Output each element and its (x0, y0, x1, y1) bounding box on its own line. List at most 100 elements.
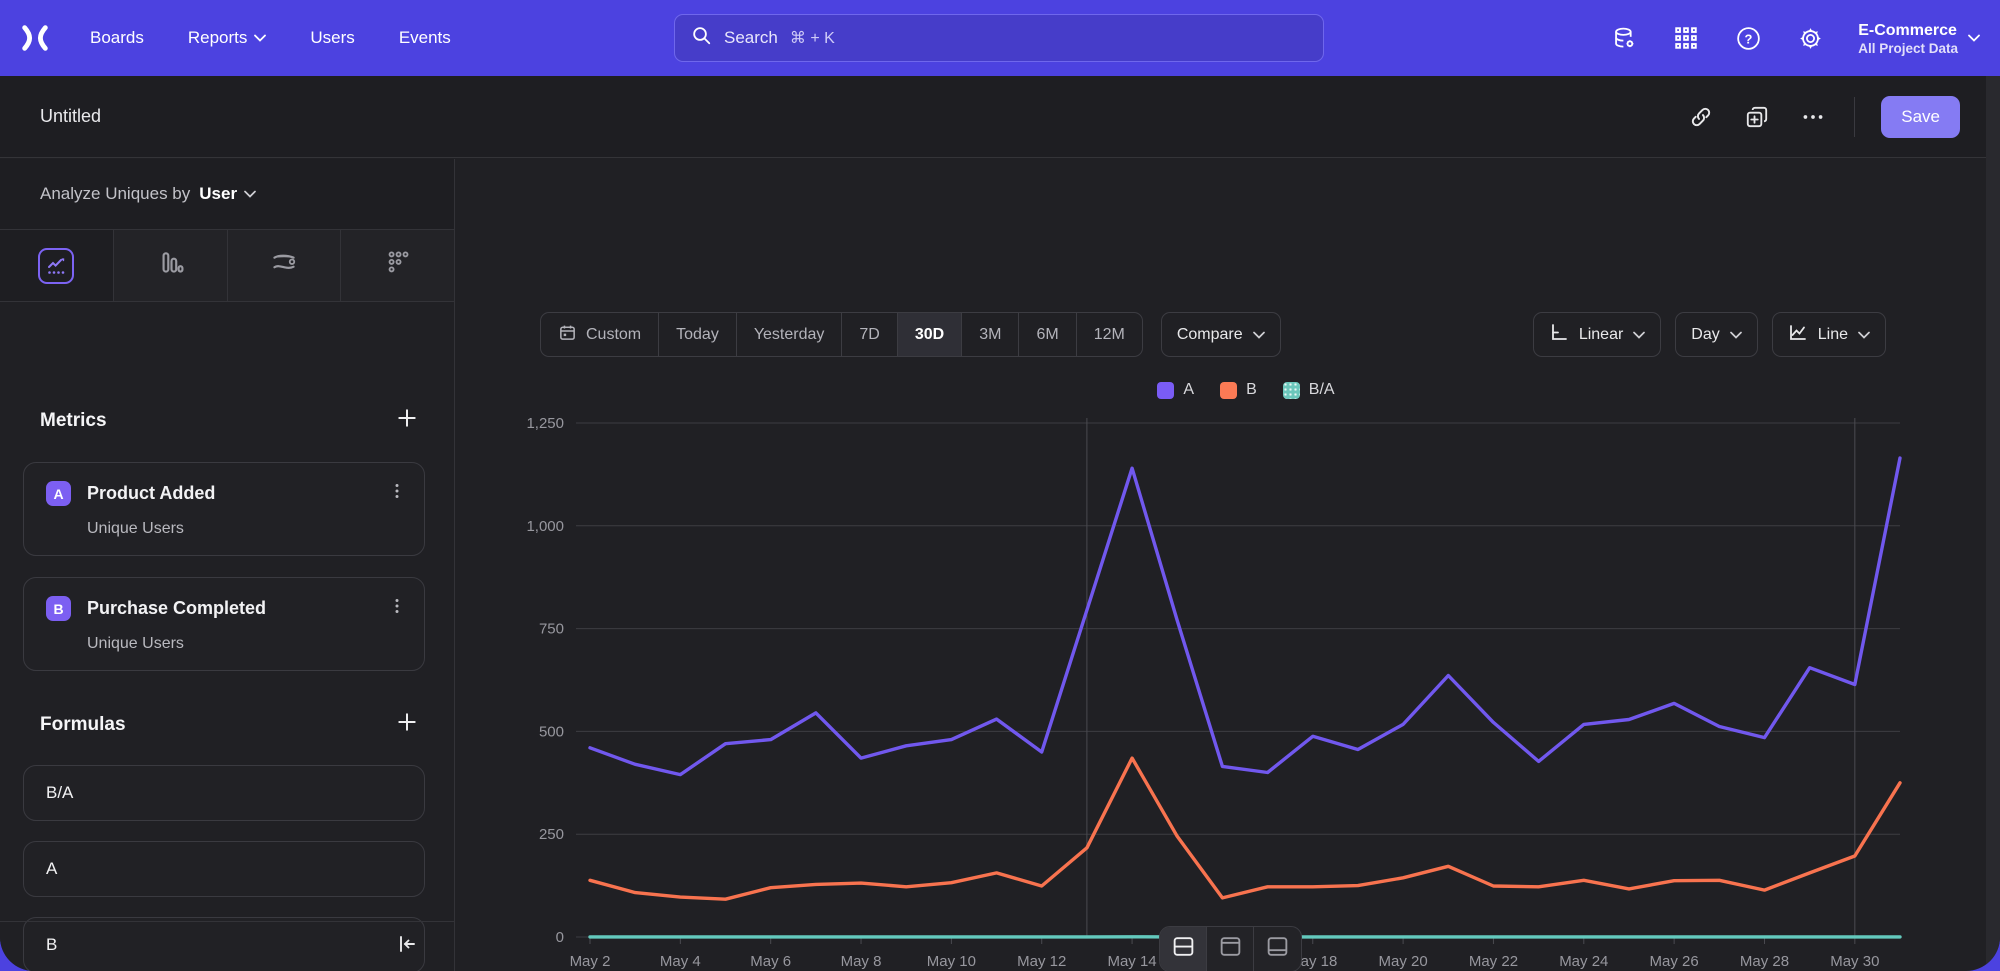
chart-panel: Custom Today Yesterday 7D 30D 3M 6M 12M Compare… (456, 159, 1986, 971)
settings-icon[interactable] (1796, 24, 1824, 52)
chevron-down-icon (1633, 331, 1646, 339)
chevron-down-icon (1968, 29, 1980, 47)
tab-flow[interactable] (227, 230, 342, 301)
metric-card-a[interactable]: A Product Added Unique Users (23, 462, 425, 556)
y-axis-tick-label: 1,250 (526, 415, 564, 432)
nav-menu: Boards Reports Users Events (90, 28, 451, 48)
svg-text:?: ? (1744, 31, 1752, 46)
metric-badge: A (46, 481, 71, 506)
save-button[interactable]: Save (1881, 95, 1960, 138)
nav-item-boards[interactable]: Boards (90, 28, 144, 47)
line-chart: 0 250 500 750 1,000 1,250 May 2 May 4 May 6 May 8… (470, 406, 1930, 971)
data-management-icon[interactable] (1610, 24, 1638, 52)
visualization-tabs (0, 230, 454, 302)
x-axis-tick-label: May 28 (1740, 953, 1789, 970)
chart-type-selector[interactable]: Line (1771, 312, 1886, 357)
mixpanel-logo-icon[interactable] (18, 21, 52, 55)
analyze-row: Analyze Uniques by User (0, 159, 454, 230)
date-range-7d[interactable]: 7D (842, 313, 898, 356)
tab-retention[interactable] (341, 230, 454, 301)
view-toggle (1159, 926, 1302, 971)
search-input[interactable]: Search ⌘ + K (674, 14, 1324, 62)
formula-card[interactable]: B/A (23, 765, 425, 821)
chart-view-button[interactable] (1254, 927, 1301, 971)
series-line-a[interactable] (588, 456, 1902, 777)
more-options-icon[interactable] (1798, 102, 1828, 132)
date-range-custom[interactable]: Custom (541, 313, 660, 356)
analyze-label: Analyze Uniques by (40, 184, 191, 203)
add-metric-icon[interactable] (396, 407, 418, 434)
nav-item-reports[interactable]: Reports (188, 28, 267, 48)
table-view-button[interactable] (1207, 927, 1254, 971)
report-title[interactable]: Untitled (40, 106, 102, 126)
x-axis-tick-label: May 10 (927, 953, 976, 970)
y-axis-tick-label: 750 (539, 621, 564, 638)
formula-card[interactable]: B (23, 917, 425, 971)
table-view-icon (1218, 934, 1243, 964)
metric-card-b[interactable]: B Purchase Completed Unique Users (23, 577, 425, 671)
x-axis-tick-label: May 2 (570, 953, 611, 970)
line-chart-icon (38, 247, 75, 284)
interval-selector[interactable]: Day (1675, 312, 1758, 357)
x-axis-tick-label: May 24 (1559, 953, 1608, 970)
formula-card[interactable]: A (23, 841, 425, 897)
x-axis-tick-label: May 6 (750, 953, 791, 970)
calendar-icon (558, 323, 577, 347)
x-axis-tick-label: May 26 (1650, 953, 1699, 970)
kebab-menu-icon[interactable] (388, 597, 406, 620)
y-axis-tick-label: 500 (539, 723, 564, 740)
chart-legend: A B B/A (590, 381, 1902, 399)
project-selector[interactable]: E-Commerce All Project Data (1858, 21, 1980, 56)
add-formula-icon[interactable] (396, 711, 418, 738)
metric-name: Purchase Completed (87, 598, 267, 618)
date-range-30d[interactable]: 30D (897, 313, 963, 356)
date-range-6m[interactable]: 6M (1019, 313, 1077, 356)
analyze-entity-selector[interactable]: User (199, 184, 256, 204)
y-axis-tick-label: 1,000 (526, 518, 564, 535)
chart-view-icon (1265, 934, 1290, 964)
help-icon[interactable]: ? (1734, 24, 1762, 52)
scale-selector[interactable]: Linear (1532, 312, 1662, 357)
y-axis-tick-label: 250 (539, 826, 564, 843)
legend-item-b-a[interactable]: B/A (1282, 381, 1335, 399)
report-header: Untitled Save (0, 76, 1986, 158)
scrollbar[interactable] (1986, 76, 2000, 971)
formula-label: B/A (46, 783, 74, 802)
metric-subtitle: Unique Users (87, 520, 184, 537)
compare-button[interactable]: Compare (1160, 312, 1281, 357)
metrics-section-title: Metrics (40, 409, 107, 431)
chevron-down-icon (1858, 331, 1870, 339)
series-line-b[interactable] (588, 756, 1902, 901)
date-range-12m[interactable]: 12M (1093, 325, 1125, 343)
x-axis-tick-label: May 30 (1830, 953, 1879, 970)
apps-grid-icon[interactable] (1672, 24, 1700, 52)
legend-item-b[interactable]: B (1220, 381, 1257, 399)
date-range-yesterday[interactable]: Yesterday (737, 313, 843, 356)
nav-item-users[interactable]: Users (310, 28, 355, 47)
metric-subtitle: Unique Users (87, 635, 184, 652)
legend-item-a[interactable]: A (1157, 381, 1194, 399)
line-chart-icon (1788, 322, 1808, 347)
search-icon (691, 25, 712, 51)
legend-swatch (1220, 381, 1238, 399)
duplicate-icon[interactable] (1742, 102, 1772, 132)
kebab-menu-icon[interactable] (388, 482, 406, 505)
date-range-today[interactable]: Today (659, 313, 737, 356)
legend-swatch (1282, 381, 1300, 399)
y-axis-tick-label: 0 (556, 929, 564, 946)
tab-insights-line[interactable] (0, 230, 114, 301)
x-axis-tick-label: May 20 (1379, 953, 1428, 970)
metric-name: Product Added (87, 483, 216, 503)
chevron-down-icon (1252, 331, 1265, 339)
collapse-sidebar-icon[interactable] (396, 933, 418, 960)
x-axis-tick-label: May 4 (660, 953, 701, 970)
formula-label: A (46, 859, 58, 878)
chart-and-table-view-button[interactable] (1160, 927, 1207, 971)
x-axis-tick-label: May 8 (841, 953, 882, 970)
sidebar-footer (0, 921, 454, 971)
date-range-3m[interactable]: 3M (962, 313, 1020, 356)
nav-item-events[interactable]: Events (398, 28, 451, 47)
copy-link-icon[interactable] (1686, 102, 1716, 132)
x-axis-tick-label: May 14 (1107, 953, 1156, 970)
tab-bar-chart[interactable] (113, 230, 228, 301)
